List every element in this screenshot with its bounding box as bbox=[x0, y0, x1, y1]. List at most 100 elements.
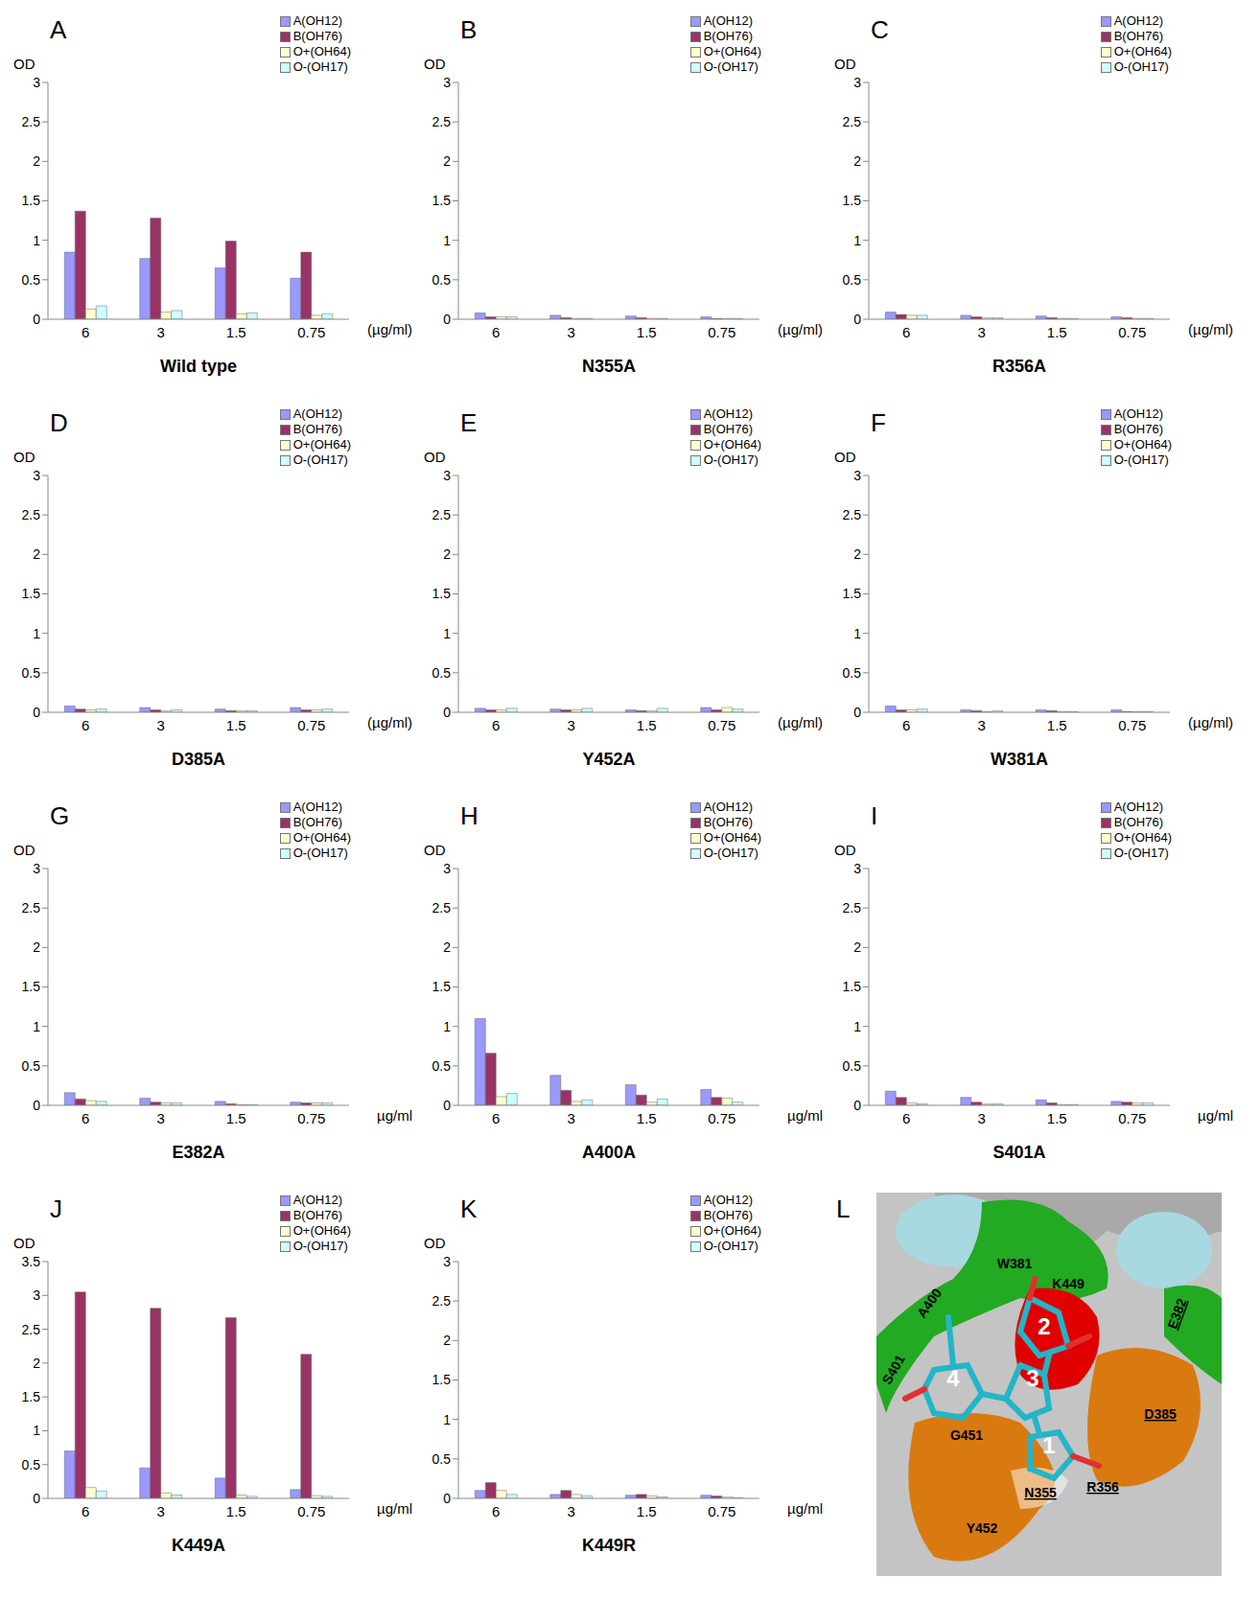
svg-text:6: 6 bbox=[491, 1503, 500, 1520]
svg-text:6: 6 bbox=[81, 324, 90, 341]
svg-text:3: 3 bbox=[567, 1110, 576, 1127]
svg-text:0: 0 bbox=[443, 704, 451, 721]
svg-text:D385: D385 bbox=[1143, 1406, 1177, 1423]
svg-text:0.75: 0.75 bbox=[297, 717, 326, 734]
svg-text:0.5: 0.5 bbox=[432, 665, 452, 681]
svg-text:2: 2 bbox=[32, 1355, 41, 1372]
svg-text:3: 3 bbox=[32, 1287, 41, 1304]
svg-text:1.5: 1.5 bbox=[432, 585, 452, 602]
svg-text:0.5: 0.5 bbox=[842, 272, 863, 288]
svg-text:0: 0 bbox=[443, 311, 451, 327]
svg-text:3: 3 bbox=[443, 861, 451, 877]
svg-text:2.5: 2.5 bbox=[22, 114, 42, 130]
svg-text:6: 6 bbox=[81, 717, 90, 734]
svg-text:G451: G451 bbox=[950, 1427, 983, 1444]
svg-text:0.75: 0.75 bbox=[707, 1110, 736, 1127]
svg-text:2.5: 2.5 bbox=[842, 507, 863, 523]
svg-text:0.5: 0.5 bbox=[432, 272, 452, 288]
svg-text:0.75: 0.75 bbox=[1118, 717, 1146, 734]
svg-text:3: 3 bbox=[32, 74, 41, 91]
svg-text:3: 3 bbox=[443, 74, 451, 91]
svg-text:3: 3 bbox=[157, 1110, 165, 1127]
svg-text:2: 2 bbox=[32, 546, 41, 562]
svg-text:1.5: 1.5 bbox=[842, 979, 863, 995]
svg-text:1.5: 1.5 bbox=[636, 1110, 657, 1127]
svg-text:2: 2 bbox=[443, 1332, 451, 1349]
svg-text:3: 3 bbox=[567, 1503, 576, 1520]
svg-text:1.5: 1.5 bbox=[226, 1503, 247, 1520]
svg-text:0.75: 0.75 bbox=[707, 324, 736, 341]
svg-text:1: 1 bbox=[32, 626, 41, 642]
svg-text:0.75: 0.75 bbox=[297, 324, 326, 341]
svg-text:3: 3 bbox=[157, 324, 165, 341]
svg-text:0: 0 bbox=[443, 1097, 451, 1114]
svg-text:A400: A400 bbox=[913, 1285, 945, 1322]
svg-text:3: 3 bbox=[1026, 1365, 1039, 1392]
svg-text:2: 2 bbox=[443, 546, 451, 562]
svg-text:0: 0 bbox=[32, 1097, 41, 1114]
svg-text:2.5: 2.5 bbox=[432, 114, 452, 130]
svg-text:1.5: 1.5 bbox=[226, 717, 247, 734]
svg-text:1.5: 1.5 bbox=[842, 192, 863, 209]
svg-text:1.5: 1.5 bbox=[226, 324, 247, 341]
svg-text:Y452: Y452 bbox=[966, 1520, 999, 1537]
svg-text:1: 1 bbox=[32, 233, 41, 249]
svg-text:0.5: 0.5 bbox=[842, 1058, 863, 1074]
svg-text:1.5: 1.5 bbox=[22, 192, 42, 209]
svg-text:0.5: 0.5 bbox=[432, 1058, 452, 1074]
svg-text:2: 2 bbox=[443, 939, 451, 956]
svg-text:2.5: 2.5 bbox=[22, 1322, 42, 1338]
svg-text:1.5: 1.5 bbox=[1047, 324, 1068, 341]
svg-text:1.5: 1.5 bbox=[226, 1110, 247, 1127]
svg-text:3: 3 bbox=[32, 467, 41, 484]
svg-text:2.5: 2.5 bbox=[432, 507, 452, 523]
svg-text:3: 3 bbox=[978, 324, 986, 341]
svg-text:3: 3 bbox=[443, 1254, 451, 1270]
svg-text:2: 2 bbox=[443, 153, 451, 169]
svg-text:3.5: 3.5 bbox=[22, 1254, 42, 1270]
svg-text:1: 1 bbox=[32, 1019, 41, 1035]
svg-text:2: 2 bbox=[32, 939, 41, 956]
svg-text:6: 6 bbox=[81, 1110, 90, 1127]
svg-text:N355: N355 bbox=[1024, 1485, 1057, 1501]
svg-text:1.5: 1.5 bbox=[636, 1503, 657, 1520]
svg-text:1: 1 bbox=[443, 1019, 451, 1035]
svg-text:0.75: 0.75 bbox=[297, 1503, 326, 1520]
svg-text:0.75: 0.75 bbox=[1118, 324, 1146, 341]
svg-text:6: 6 bbox=[902, 324, 910, 341]
svg-text:0.5: 0.5 bbox=[22, 665, 42, 681]
svg-text:1: 1 bbox=[32, 1423, 41, 1439]
svg-text:2.5: 2.5 bbox=[432, 1293, 452, 1309]
svg-text:2: 2 bbox=[853, 153, 862, 169]
svg-text:1.5: 1.5 bbox=[432, 979, 452, 995]
svg-text:0.75: 0.75 bbox=[707, 1503, 736, 1520]
svg-text:0.5: 0.5 bbox=[22, 1058, 42, 1074]
svg-text:3: 3 bbox=[157, 1503, 165, 1520]
svg-text:4: 4 bbox=[946, 1365, 960, 1392]
svg-text:S401: S401 bbox=[879, 1352, 909, 1388]
svg-text:2: 2 bbox=[853, 939, 862, 956]
svg-text:1: 1 bbox=[853, 233, 862, 249]
svg-text:1.5: 1.5 bbox=[432, 1372, 452, 1388]
svg-text:3: 3 bbox=[567, 717, 576, 734]
svg-text:2.5: 2.5 bbox=[432, 900, 452, 916]
svg-text:1.5: 1.5 bbox=[22, 585, 42, 602]
svg-text:1: 1 bbox=[853, 1019, 862, 1035]
svg-text:1: 1 bbox=[1042, 1432, 1055, 1459]
svg-text:0.5: 0.5 bbox=[432, 1451, 452, 1468]
svg-text:0.75: 0.75 bbox=[707, 717, 736, 734]
svg-text:1.5: 1.5 bbox=[1047, 1110, 1068, 1127]
svg-text:0: 0 bbox=[853, 1097, 862, 1114]
svg-text:0.5: 0.5 bbox=[22, 272, 42, 288]
svg-text:2: 2 bbox=[853, 546, 862, 562]
svg-text:6: 6 bbox=[491, 1110, 500, 1127]
svg-text:1.5: 1.5 bbox=[22, 1389, 42, 1405]
svg-text:1.5: 1.5 bbox=[636, 717, 657, 734]
svg-text:0: 0 bbox=[853, 311, 862, 327]
svg-text:3: 3 bbox=[157, 717, 165, 734]
svg-text:2: 2 bbox=[1037, 1313, 1050, 1340]
svg-text:W381: W381 bbox=[997, 1256, 1033, 1272]
svg-text:0: 0 bbox=[443, 1491, 451, 1507]
svg-text:1: 1 bbox=[443, 1412, 451, 1428]
svg-text:0: 0 bbox=[853, 704, 862, 721]
